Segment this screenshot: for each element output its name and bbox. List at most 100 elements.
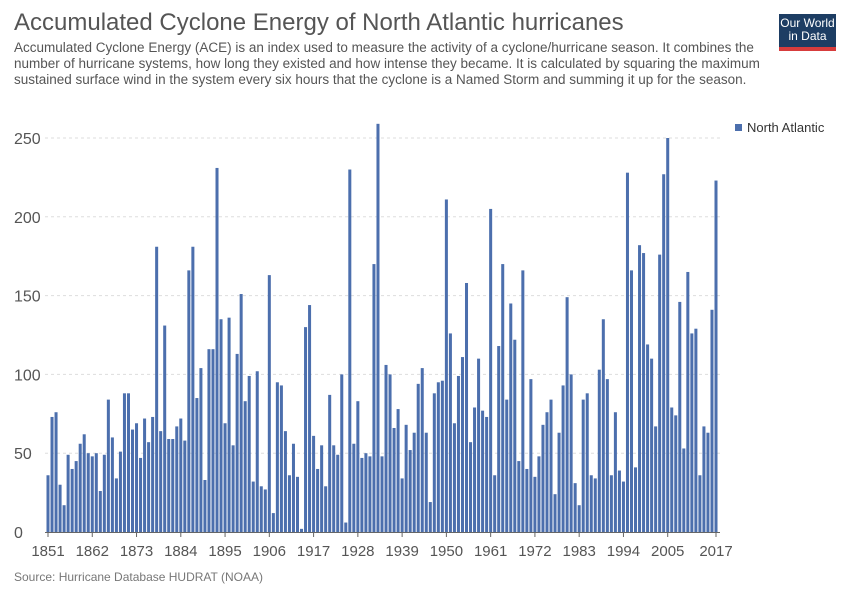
bar-1893[interactable] — [215, 167, 219, 532]
bar-2000[interactable] — [646, 344, 650, 532]
bar-1981[interactable] — [569, 374, 573, 532]
bar-1947[interactable] — [432, 393, 436, 532]
bar-1911[interactable] — [287, 475, 291, 532]
bar-1982[interactable] — [573, 483, 577, 532]
bar-1950[interactable] — [444, 199, 448, 533]
bar-1854[interactable] — [58, 484, 62, 532]
bar-1991[interactable] — [609, 475, 613, 532]
bar-1963[interactable] — [497, 346, 501, 532]
bar-1868[interactable] — [114, 478, 118, 532]
bar-1918[interactable] — [316, 468, 320, 532]
bar-1992[interactable] — [613, 412, 617, 532]
bar-1926[interactable] — [348, 169, 352, 532]
bar-1973[interactable] — [537, 456, 541, 532]
bar-1996[interactable] — [629, 270, 634, 532]
bar-2001[interactable] — [650, 358, 654, 532]
bar-1896[interactable] — [227, 317, 231, 532]
bar-1860[interactable] — [82, 434, 86, 532]
bar-2017[interactable] — [714, 180, 718, 532]
bar-1884[interactable] — [179, 418, 183, 532]
bar-1975[interactable] — [545, 412, 549, 532]
bar-1929[interactable] — [360, 457, 364, 532]
bar-1974[interactable] — [541, 424, 545, 532]
bar-1923[interactable] — [336, 454, 340, 532]
bar-1919[interactable] — [320, 445, 324, 532]
bar-1964[interactable] — [501, 264, 505, 532]
bar-1967[interactable] — [513, 339, 517, 532]
bar-1954[interactable] — [460, 357, 464, 532]
bar-1994[interactable] — [621, 481, 625, 532]
bar-1897[interactable] — [231, 445, 235, 532]
bar-1855[interactable] — [62, 505, 66, 532]
bar-1909[interactable] — [279, 385, 283, 532]
bar-1941[interactable] — [408, 450, 412, 532]
bar-1917[interactable] — [312, 435, 316, 532]
bar-1977[interactable] — [553, 494, 557, 532]
bar-1921[interactable] — [328, 394, 332, 532]
legend[interactable]: North Atlantic — [735, 120, 825, 135]
bar-1904[interactable] — [259, 486, 263, 532]
bar-1960[interactable] — [485, 416, 489, 532]
bar-1959[interactable] — [481, 410, 485, 532]
bar-1920[interactable] — [324, 486, 328, 532]
bar-1934[interactable] — [380, 456, 384, 532]
bar-1953[interactable] — [456, 375, 460, 532]
bar-1980[interactable] — [565, 297, 569, 532]
bar-1914[interactable] — [300, 528, 304, 532]
bar-1998[interactable] — [638, 245, 642, 532]
bar-1935[interactable] — [384, 364, 388, 532]
bar-1951[interactable] — [448, 333, 452, 532]
bar-1972[interactable] — [533, 476, 537, 532]
bar-1869[interactable] — [118, 451, 122, 532]
bar-1908[interactable] — [275, 382, 279, 532]
bar-1910[interactable] — [283, 431, 287, 532]
bar-1857[interactable] — [70, 468, 74, 532]
bar-1922[interactable] — [332, 445, 336, 532]
bar-1885[interactable] — [183, 440, 187, 532]
bar-1861[interactable] — [86, 453, 90, 532]
bar-1971[interactable] — [529, 379, 533, 532]
bar-1944[interactable] — [420, 368, 424, 532]
bar-2011[interactable] — [690, 333, 694, 532]
bar-1878[interactable] — [155, 246, 159, 532]
bar-1859[interactable] — [78, 443, 82, 532]
bar-1949[interactable] — [440, 380, 444, 532]
bar-1902[interactable] — [251, 481, 255, 532]
bar-1925[interactable] — [344, 522, 348, 532]
bar-1938[interactable] — [396, 409, 400, 532]
bar-1890[interactable] — [203, 479, 207, 532]
bar-2005[interactable] — [666, 138, 670, 532]
bar-2004[interactable] — [662, 174, 666, 533]
bar-2007[interactable] — [674, 415, 678, 532]
bar-1863[interactable] — [94, 453, 98, 532]
bar-1924[interactable] — [340, 374, 344, 532]
bar-1995[interactable] — [625, 172, 629, 532]
bar-1877[interactable] — [151, 416, 155, 532]
bar-1888[interactable] — [195, 398, 199, 532]
bar-1901[interactable] — [247, 375, 251, 532]
bar-1939[interactable] — [400, 478, 404, 532]
bar-1933[interactable] — [376, 123, 380, 532]
bar-1867[interactable] — [110, 437, 114, 532]
bar-1931[interactable] — [368, 456, 372, 532]
bar-1968[interactable] — [517, 461, 521, 532]
bar-2006[interactable] — [670, 407, 674, 532]
bar-1873[interactable] — [135, 423, 139, 532]
bar-1988[interactable] — [597, 369, 601, 532]
bar-1858[interactable] — [74, 461, 78, 532]
bar-1962[interactable] — [493, 475, 497, 532]
bar-1956[interactable] — [469, 442, 473, 532]
bar-2013[interactable] — [698, 475, 702, 532]
bar-1990[interactable] — [605, 379, 609, 532]
bar-1880[interactable] — [163, 325, 167, 532]
bar-1984[interactable] — [581, 399, 585, 532]
bar-1987[interactable] — [593, 478, 597, 532]
bar-1952[interactable] — [452, 423, 456, 532]
bar-1853[interactable] — [54, 412, 58, 532]
bar-1946[interactable] — [428, 502, 432, 532]
bar-1907[interactable] — [271, 513, 275, 532]
bar-1851[interactable] — [46, 475, 50, 532]
bar-2010[interactable] — [686, 271, 690, 532]
bar-1940[interactable] — [404, 424, 408, 532]
bar-1927[interactable] — [352, 443, 356, 532]
